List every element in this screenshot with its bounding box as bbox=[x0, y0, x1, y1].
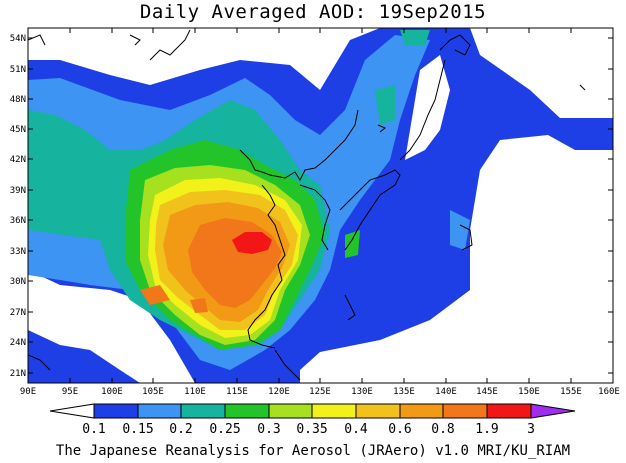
lat-tick-label: 30N bbox=[10, 277, 26, 287]
lat-tick-label: 36N bbox=[10, 216, 26, 226]
lon-tick-label: 105E bbox=[142, 387, 164, 397]
lat-tick-label: 27N bbox=[10, 308, 26, 318]
lon-tick-label: 130E bbox=[351, 387, 373, 397]
lon-tick-label: 160E bbox=[598, 387, 620, 397]
colorbar-labels: 0.1 0.15 0.2 0.25 0.3 0.35 0.4 0.6 0.8 1… bbox=[82, 422, 535, 437]
colorbar-segment bbox=[180, 403, 226, 419]
lat-axis: 54N 51N 48N 45N 42N 39N 36N 33N 30N 27N … bbox=[10, 34, 613, 379]
colorbar-label: 0.4 bbox=[344, 422, 368, 437]
lon-tick-label: 150E bbox=[518, 387, 540, 397]
colorbar-segment bbox=[530, 403, 576, 419]
colorbar-segment bbox=[399, 403, 444, 419]
lon-tick-label: 140E bbox=[435, 387, 457, 397]
colorbar-segment bbox=[224, 403, 270, 419]
lon-tick-label: 115E bbox=[226, 387, 248, 397]
lon-tick-label: 145E bbox=[476, 387, 498, 397]
colorbar-label: 0.25 bbox=[209, 422, 240, 437]
colorbar-label: 0.2 bbox=[169, 422, 192, 437]
lat-tick-label: 42N bbox=[10, 155, 26, 165]
aod-level-3 bbox=[232, 232, 272, 254]
credit-line: The Japanese Reanalysis for Aerosol (JRA… bbox=[55, 443, 571, 459]
lon-tick-label: 155E bbox=[560, 387, 582, 397]
lon-tick-label: 120E bbox=[268, 387, 290, 397]
colorbar-label: 0.1 bbox=[82, 422, 105, 437]
lat-tick-label: 54N bbox=[10, 34, 26, 44]
colorbar-segment bbox=[49, 403, 95, 419]
lat-tick-label: 45N bbox=[10, 125, 26, 135]
colorbar-label: 0.35 bbox=[296, 422, 327, 437]
lat-tick-label: 21N bbox=[10, 369, 26, 379]
lat-tick-label: 51N bbox=[10, 65, 26, 75]
lon-tick-label: 95E bbox=[62, 387, 78, 397]
lon-tick-label: 125E bbox=[309, 387, 331, 397]
coastlines bbox=[28, 29, 586, 381]
lon-tick-label: 90E bbox=[20, 387, 36, 397]
aod-field bbox=[28, 28, 613, 383]
lon-tick-label: 100E bbox=[101, 387, 123, 397]
map-title: Daily Averaged AOD: 19Sep2015 bbox=[139, 1, 487, 23]
lat-tick-label: 24N bbox=[10, 338, 26, 348]
lon-tick-label: 135E bbox=[393, 387, 415, 397]
colorbar-segment bbox=[311, 403, 357, 419]
colorbar-segment bbox=[486, 403, 532, 419]
colorbar-label: 0.8 bbox=[431, 422, 454, 437]
colorbar-segment bbox=[268, 403, 313, 419]
colorbar-segment bbox=[442, 403, 488, 419]
lon-tick-label: 110E bbox=[184, 387, 206, 397]
colorbar-label: 3 bbox=[527, 422, 535, 437]
colorbar-segment bbox=[355, 403, 401, 419]
colorbar-label: 1.9 bbox=[475, 422, 498, 437]
lat-tick-label: 39N bbox=[10, 186, 26, 196]
lon-axis: 90E 95E 100E 105E 110E 115E 120E 125E 13… bbox=[20, 28, 620, 397]
colorbar-label: 0.3 bbox=[257, 422, 280, 437]
colorbar bbox=[49, 403, 576, 419]
lat-tick-label: 33N bbox=[10, 247, 26, 257]
colorbar-segment bbox=[137, 403, 182, 419]
colorbar-label: 0.15 bbox=[122, 422, 153, 437]
colorbar-label: 0.6 bbox=[388, 422, 411, 437]
lat-tick-label: 48N bbox=[10, 95, 26, 105]
colorbar-segment bbox=[93, 403, 139, 419]
